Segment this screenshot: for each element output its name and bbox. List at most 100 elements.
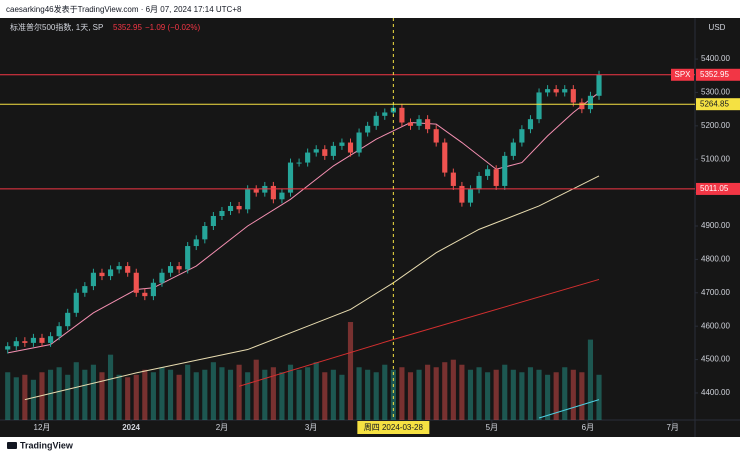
candle-body <box>467 189 474 203</box>
volume-bar <box>245 372 251 420</box>
candle-body <box>90 272 96 287</box>
volume-bar <box>142 369 148 420</box>
volume-bar <box>502 364 508 420</box>
crosshair-label: 周四 2024-03-28 <box>364 423 424 432</box>
volume-bar <box>82 369 88 420</box>
candle-body <box>30 337 36 343</box>
volume-bar <box>150 372 156 420</box>
candle-body <box>227 205 234 211</box>
candle-body <box>82 286 88 293</box>
candle-body <box>107 269 114 277</box>
volume-bar <box>553 372 559 420</box>
price-level-label: 5011.05 <box>700 184 729 193</box>
candle-body <box>442 142 448 173</box>
candle-body <box>99 272 105 277</box>
candle-body <box>407 122 414 126</box>
chart-panel <box>0 18 740 437</box>
candle-body <box>159 272 165 283</box>
volume-bar <box>279 372 285 420</box>
volume-bar <box>596 374 602 420</box>
volume-bar <box>493 369 499 420</box>
candle-body <box>279 192 285 200</box>
candle-body <box>167 266 174 273</box>
volume-bar <box>570 369 576 420</box>
volume-bar <box>47 369 54 420</box>
volume-bar <box>356 367 362 420</box>
candle-body <box>5 346 11 350</box>
candle-body <box>253 189 259 193</box>
volume-bar <box>65 374 71 420</box>
candle-body <box>56 326 62 337</box>
candle-body <box>382 112 388 116</box>
candle-body <box>22 341 28 343</box>
footer-logo <box>7 442 17 449</box>
volume-bar <box>73 362 79 420</box>
volume-bar <box>442 362 448 420</box>
candle-body <box>270 185 276 200</box>
currency: USD <box>709 23 726 32</box>
volume-bar <box>536 369 542 420</box>
y-tick-label: 5100.00 <box>701 154 730 163</box>
x-tick-label: 5月 <box>486 423 498 432</box>
volume-bar <box>176 374 182 420</box>
y-tick-label: 4800.00 <box>701 255 730 264</box>
candle-body <box>176 266 182 270</box>
candle-body <box>193 239 199 247</box>
candle-body <box>459 185 465 203</box>
candle-body <box>416 119 422 126</box>
candle-body <box>450 172 456 186</box>
volume-bar <box>545 374 551 420</box>
candle-body <box>39 337 45 343</box>
x-tick-label: 3月 <box>305 423 317 432</box>
candle-body <box>202 226 208 240</box>
volume-bar <box>476 367 482 420</box>
candle-body <box>425 119 431 130</box>
volume-bar <box>587 339 594 420</box>
volume-bar <box>219 367 225 420</box>
candle-body <box>365 125 371 133</box>
candle-body <box>13 341 19 347</box>
candle-body <box>142 292 148 297</box>
candle-body <box>287 162 294 193</box>
header: caesarking46发表于TradingView.com · 6月 07, … <box>6 4 242 14</box>
moving-average <box>238 278 600 387</box>
candle-body <box>493 169 499 186</box>
volume-bar <box>159 367 165 420</box>
volume-bar <box>167 369 174 420</box>
candle-body <box>373 115 379 126</box>
volume-bar <box>382 364 388 420</box>
moving-average <box>7 92 600 354</box>
volume-bar <box>485 372 491 420</box>
volume-bar <box>22 374 28 420</box>
price-level-badge <box>696 68 740 81</box>
volume-bar <box>13 377 19 420</box>
volume-bar <box>227 369 234 420</box>
y-tick-label: 5300.00 <box>701 88 730 97</box>
candle-body <box>347 142 354 153</box>
volume-bar <box>330 369 336 420</box>
candle-body <box>476 175 482 190</box>
volume-bar <box>287 364 294 420</box>
volume-bar <box>107 354 114 420</box>
candle-body <box>339 142 345 146</box>
x-tick-label: 7月 <box>666 423 678 432</box>
volume-bar <box>125 377 131 420</box>
candle-body <box>65 312 71 327</box>
y-tick-label: 5400.00 <box>701 54 730 63</box>
volume-bar <box>390 369 396 420</box>
volume-bar <box>236 364 242 420</box>
candle-body <box>579 102 585 110</box>
candle-body <box>236 205 242 210</box>
y-tick-label: 4900.00 <box>701 221 730 230</box>
candle-body <box>356 132 362 153</box>
crosshair-badge <box>357 421 430 434</box>
volume-bar <box>373 372 379 420</box>
x-tick-label: 2月 <box>216 423 228 432</box>
volume-bar <box>185 364 191 420</box>
candle-body <box>502 155 508 186</box>
volume-bar <box>365 369 371 420</box>
candle-body <box>570 89 576 103</box>
volume-bar <box>39 372 45 420</box>
